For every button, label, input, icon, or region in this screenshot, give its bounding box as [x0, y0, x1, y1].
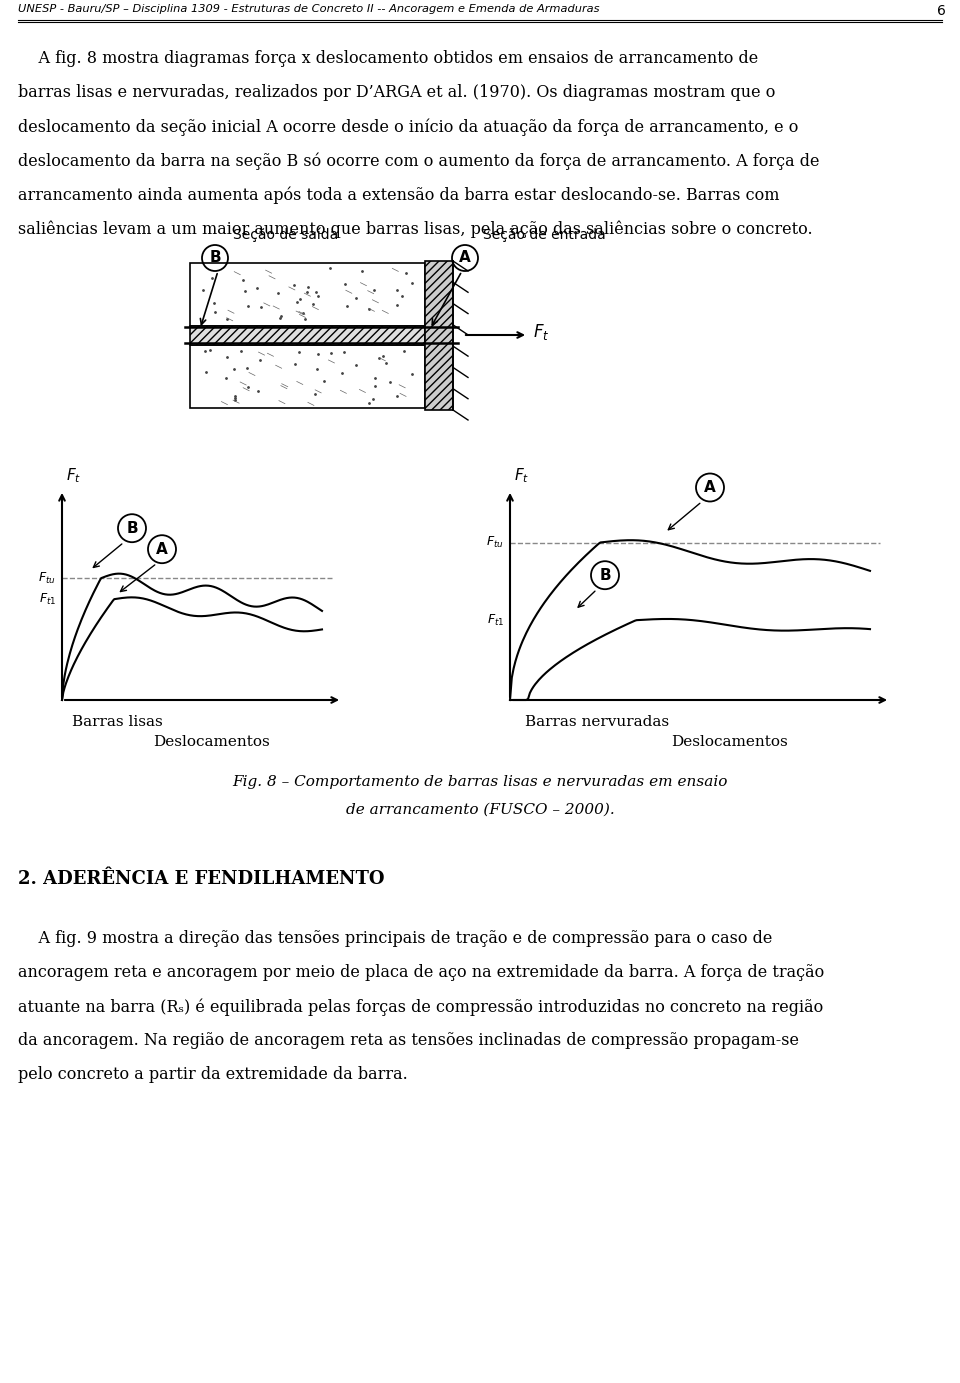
Bar — [425, 261, 453, 409]
Text: Deslocamentos: Deslocamentos — [154, 734, 271, 750]
Text: A: A — [704, 480, 716, 495]
Text: $F_t$: $F_t$ — [66, 466, 82, 485]
Text: B: B — [126, 521, 138, 535]
Text: atuante na barra (Rₛ) é equilibrada pelas forças de compressão introduzidas no c: atuante na barra (Rₛ) é equilibrada pela… — [18, 999, 824, 1015]
Text: $F_{tu}$: $F_{tu}$ — [486, 535, 504, 550]
Text: ancoragem reta e ancoragem por meio de placa de aço na extremidade da barra. A f: ancoragem reta e ancoragem por meio de p… — [18, 964, 825, 981]
Text: Barras lisas: Barras lisas — [72, 715, 163, 729]
Text: barras lisas e nervuradas, realizados por D’ARGA et al. (1970). Os diagramas mos: barras lisas e nervuradas, realizados po… — [18, 84, 776, 101]
Text: deslocamento da barra na seção B só ocorre com o aumento da força de arrancament: deslocamento da barra na seção B só ocor… — [18, 152, 820, 170]
Text: $F_t$: $F_t$ — [533, 322, 549, 342]
Text: $F_t$: $F_t$ — [514, 466, 529, 485]
Text: $F_{tu}$: $F_{tu}$ — [38, 571, 56, 586]
Text: pelo concreto a partir da extremidade da barra.: pelo concreto a partir da extremidade da… — [18, 1066, 408, 1083]
Text: A: A — [459, 250, 470, 266]
Text: arrancamento ainda aumenta após toda a extensão da barra estar deslocando-se. Ba: arrancamento ainda aumenta após toda a e… — [18, 185, 780, 203]
Text: 6: 6 — [937, 4, 946, 18]
Text: $F_{t1}$: $F_{t1}$ — [487, 613, 504, 628]
Text: $F_{t1}$: $F_{t1}$ — [38, 592, 56, 607]
Text: Fig. 8 – Comportamento de barras lisas e nervuradas em ensaio: Fig. 8 – Comportamento de barras lisas e… — [232, 774, 728, 788]
Text: B: B — [599, 567, 611, 582]
Text: de arrancamento (FUSCO – 2000).: de arrancamento (FUSCO – 2000). — [346, 804, 614, 817]
Text: A: A — [156, 542, 168, 557]
Bar — [190, 344, 425, 408]
Bar — [190, 326, 425, 344]
Text: A fig. 8 mostra diagramas força x deslocamento obtidos em ensaios de arrancament: A fig. 8 mostra diagramas força x desloc… — [18, 50, 758, 66]
Text: Deslocamentos: Deslocamentos — [672, 734, 788, 750]
Text: deslocamento da seção inicial A ocorre desde o início da atuação da força de arr: deslocamento da seção inicial A ocorre d… — [18, 118, 799, 136]
Bar — [190, 263, 425, 326]
Text: Seção de entrada: Seção de entrada — [483, 228, 606, 242]
Text: 2. ADERÊNCIA E FENDILHAMENTO: 2. ADERÊNCIA E FENDILHAMENTO — [18, 870, 385, 888]
Text: Seção de saída: Seção de saída — [233, 227, 338, 242]
Text: B: B — [209, 250, 221, 266]
Text: A fig. 9 mostra a direção das tensões principais de tração e de compressão para : A fig. 9 mostra a direção das tensões pr… — [18, 929, 773, 947]
Text: Barras nervuradas: Barras nervuradas — [525, 715, 669, 729]
Text: da ancoragem. Na região de ancoragem reta as tensões inclinadas de compressão pr: da ancoragem. Na região de ancoragem ret… — [18, 1032, 799, 1048]
Text: UNESP - Bauru/SP – Disciplina 1309 - Estruturas de Concreto II -- Ancoragem e Em: UNESP - Bauru/SP – Disciplina 1309 - Est… — [18, 4, 599, 14]
Text: saliências levam a um maior aumento que barras lisas, pela ação das saliências s: saliências levam a um maior aumento que … — [18, 220, 812, 238]
